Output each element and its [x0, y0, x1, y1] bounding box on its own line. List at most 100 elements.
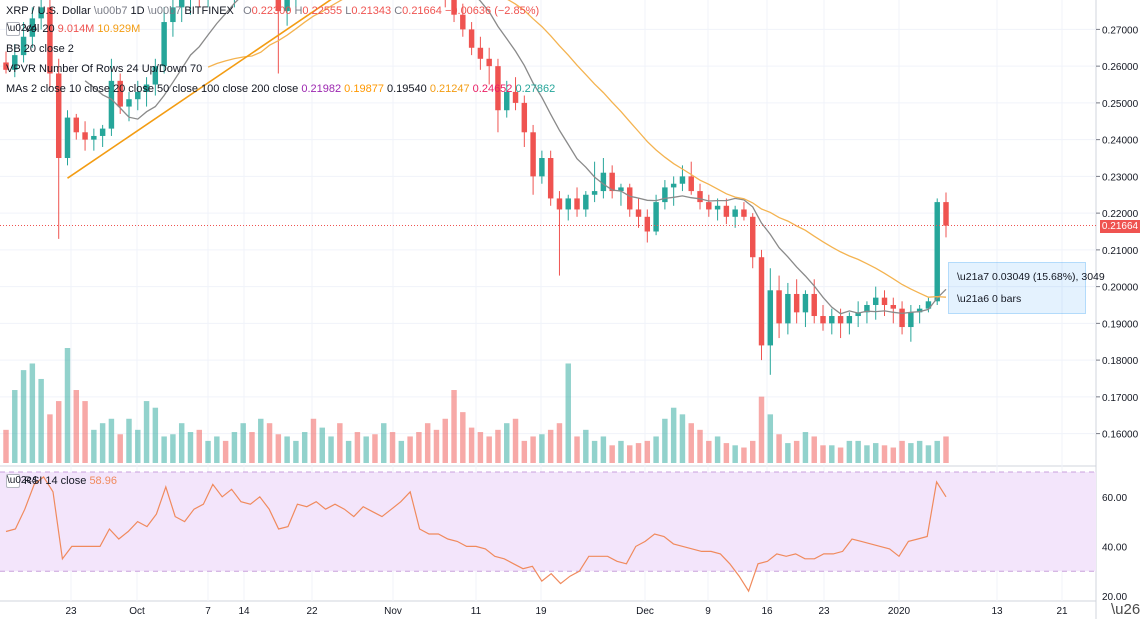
candle-body[interactable]: [477, 47, 484, 59]
candle-body[interactable]: [55, 73, 62, 159]
candle-body[interactable]: [135, 91, 141, 100]
candle-body[interactable]: [688, 176, 694, 192]
y-tick-label: 0.18000: [1102, 356, 1139, 367]
candle-body[interactable]: [846, 316, 853, 324]
candle-body[interactable]: [829, 316, 835, 324]
candle-body[interactable]: [99, 128, 106, 136]
candle-body[interactable]: [29, 18, 36, 37]
volume-bar: [679, 414, 686, 463]
candle-body[interactable]: [662, 187, 668, 203]
x-tick-label: 22: [306, 606, 318, 617]
candle-body[interactable]: [899, 308, 905, 328]
candle-body[interactable]: [574, 198, 580, 210]
candle-body[interactable]: [82, 132, 88, 140]
candle-body[interactable]: [565, 198, 571, 210]
candle-body[interactable]: [811, 293, 817, 317]
candle-body[interactable]: [837, 316, 844, 324]
candle-body[interactable]: [20, 36, 27, 56]
candle-body[interactable]: [908, 312, 914, 328]
candle-body[interactable]: [539, 158, 545, 177]
candle-body[interactable]: [697, 191, 703, 203]
candle-body[interactable]: [460, 14, 466, 30]
candle-body[interactable]: [750, 216, 756, 258]
candle-body[interactable]: [284, 0, 290, 12]
legend-bb[interactable]: BB 20 close 2: [6, 42, 74, 56]
candle-body[interactable]: [776, 290, 782, 324]
candle-body[interactable]: [73, 117, 80, 133]
candle-body[interactable]: [855, 312, 861, 317]
candle-body[interactable]: [670, 183, 677, 188]
candlestick-series[interactable]: [3, 0, 949, 375]
volume-bar: [521, 440, 528, 463]
candle-body[interactable]: [600, 172, 607, 192]
candle-body[interactable]: [178, 0, 185, 8]
candle-body[interactable]: [741, 209, 747, 217]
candle-body[interactable]: [591, 191, 598, 195]
candle-body[interactable]: [881, 297, 888, 305]
collapse-rsi-icon[interactable]: \u02c4: [6, 474, 38, 489]
candle-body[interactable]: [170, 7, 176, 23]
candle-body[interactable]: [618, 187, 624, 192]
candle-body[interactable]: [627, 187, 633, 210]
candle-body[interactable]: [934, 202, 940, 302]
candle-body[interactable]: [644, 216, 651, 232]
legend-vpvr[interactable]: VPVR Number Of Rows 24 Up/Down 70: [6, 62, 202, 76]
candle-body[interactable]: [785, 293, 791, 324]
candle-body[interactable]: [890, 304, 897, 309]
candle-body[interactable]: [521, 102, 528, 133]
candle-body[interactable]: [767, 290, 774, 346]
candle-body[interactable]: [117, 80, 123, 107]
candle-body[interactable]: [679, 176, 686, 184]
legend-rsi[interactable]: \u02c4RSI 14 close 58.96: [6, 474, 117, 489]
collapse-icon[interactable]: \u02c4: [6, 22, 38, 37]
candle-body[interactable]: [530, 132, 536, 177]
candle-body[interactable]: [547, 158, 554, 199]
candle-body[interactable]: [653, 202, 659, 232]
symbol[interactable]: XRP / U.S. Dollar: [6, 5, 91, 17]
candle-body[interactable]: [916, 308, 923, 313]
candle-body[interactable]: [38, 7, 44, 19]
candle-body[interactable]: [872, 297, 879, 305]
candle-body[interactable]: [583, 194, 589, 210]
candle-body[interactable]: [556, 198, 563, 210]
candle-body[interactable]: [714, 205, 721, 210]
gear-icon[interactable]: \u2699: [1111, 601, 1140, 618]
volume-bar: [424, 423, 431, 463]
candle-body[interactable]: [12, 55, 18, 70]
volume-bar: [908, 443, 914, 463]
legend-vol[interactable]: \u02c4Vol 20 9.014M 10.929M: [6, 22, 140, 37]
candle-body[interactable]: [820, 316, 826, 324]
candle-body[interactable]: [495, 66, 501, 111]
candle-body[interactable]: [161, 22, 167, 67]
legend-mas[interactable]: MAs 2 close 10 close 20 close 50 close 1…: [6, 82, 555, 96]
candle-body[interactable]: [143, 84, 150, 92]
candle-body[interactable]: [3, 62, 9, 70]
candle-body[interactable]: [47, 7, 53, 74]
rsi-label: RSI 14 close: [24, 475, 87, 487]
candle-body[interactable]: [512, 91, 519, 103]
candle-body[interactable]: [925, 301, 932, 309]
candle-body[interactable]: [609, 172, 615, 192]
candle-body[interactable]: [451, 0, 457, 15]
candle-body[interactable]: [504, 91, 510, 111]
candle-body[interactable]: [108, 80, 115, 129]
candle-body[interactable]: [943, 202, 949, 226]
candle-body[interactable]: [635, 209, 642, 217]
interval[interactable]: 1D: [130, 5, 145, 17]
candle-body[interactable]: [793, 293, 800, 313]
candle-body[interactable]: [723, 205, 730, 217]
candle-body[interactable]: [126, 99, 132, 107]
candle-body[interactable]: [706, 202, 712, 210]
candle-body[interactable]: [864, 304, 870, 313]
candle-body[interactable]: [732, 209, 738, 217]
candle-body[interactable]: [64, 117, 71, 159]
candle-body[interactable]: [802, 293, 809, 313]
volume-bar: [64, 348, 71, 463]
candle-body[interactable]: [275, 0, 282, 12]
candle-body[interactable]: [486, 58, 492, 67]
candle-body[interactable]: [758, 257, 765, 346]
candle-body[interactable]: [468, 29, 475, 48]
candle-body[interactable]: [152, 66, 159, 85]
candle-body[interactable]: [91, 135, 97, 140]
